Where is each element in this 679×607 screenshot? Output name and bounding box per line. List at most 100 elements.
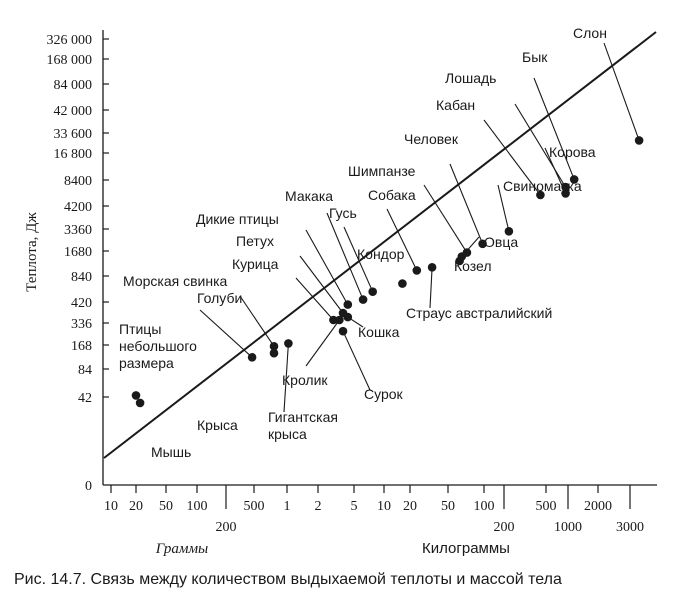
leader-line (497, 184, 510, 232)
leader-line (429, 267, 433, 309)
y-tick-label: 16 800 (54, 147, 93, 162)
point-label: Птицы небольшого размера (119, 321, 197, 371)
leader-line (603, 42, 640, 141)
point-label: Дикие птицы (196, 211, 279, 227)
y-tick-label: 4200 (64, 200, 92, 215)
x-tick-label: 50 (159, 499, 173, 514)
data-point (569, 175, 579, 184)
leader-line (449, 163, 484, 245)
y-axis-ticks: 326 000 168 000 84 000 42 000 33 600 16 800 84… (47, 33, 109, 494)
y-axis-title: Теплота, Дж (24, 212, 40, 292)
data-point (269, 342, 279, 351)
x-tick-label: 2000 (584, 499, 612, 514)
point-label: Гусь (329, 205, 357, 221)
leader-line (514, 103, 567, 188)
data-point (329, 315, 338, 325)
data-point (398, 279, 407, 288)
point-label: Овца (484, 234, 518, 250)
point-label: Свиноматка (503, 178, 582, 194)
point-label: Кролик (282, 372, 328, 388)
x-tick-label: 100 (474, 499, 495, 514)
data-point (478, 239, 487, 249)
point-label: Курица (232, 256, 279, 272)
data-point (561, 182, 570, 192)
leader-line (533, 77, 575, 180)
point-label: Собака (368, 187, 416, 203)
data-point (368, 287, 378, 297)
data-point (247, 353, 257, 362)
point-label: Петух (236, 233, 274, 249)
y-tick-label: 42 (78, 391, 92, 406)
leader-line (305, 229, 349, 305)
x-tick-label: 500 (536, 499, 557, 514)
data-point (427, 263, 437, 272)
x-tick-label: 200 (494, 520, 515, 535)
y-tick-label: 1680 (64, 245, 92, 260)
x-tick-label: 100 (187, 499, 208, 514)
leader-line (343, 226, 374, 292)
figure-caption: Рис. 14.7. Связь между количеством выдых… (14, 571, 562, 588)
y-tick-label: 840 (71, 270, 92, 285)
y-tick-label: 168 (71, 339, 92, 354)
leader-line (423, 184, 468, 253)
y-tick-label: 84 (78, 363, 92, 378)
leader-line (299, 255, 344, 314)
label-leader-lines (199, 42, 640, 413)
x-tick-label: 200 (216, 520, 237, 535)
point-label: Корова (549, 144, 596, 160)
y-tick-label: 336 (71, 317, 92, 332)
point-label: Мышь (151, 444, 191, 460)
data-point (131, 391, 141, 400)
point-label: Лошадь (445, 70, 496, 86)
y-tick-label: 33 600 (54, 127, 93, 142)
point-labels: Мышь Птицы небольшого размера Крыса ГолубиМор… (119, 25, 607, 460)
leader-line (483, 119, 541, 196)
point-label: Голуби (197, 290, 242, 306)
leader-line (295, 277, 334, 321)
point-label: Козел (454, 258, 492, 274)
x-tick-label: 3000 (616, 520, 644, 535)
point-label: Кошка (358, 324, 400, 340)
data-point (412, 266, 422, 275)
x-tick-label: 2 (315, 499, 322, 514)
trend-line (103, 31, 657, 459)
data-points (131, 136, 644, 408)
x-tick-label: 1000 (554, 520, 582, 535)
x-unit-grams: Граммы (155, 541, 208, 557)
point-label: Макака (285, 188, 333, 204)
point-label: Кондор (357, 246, 405, 262)
x-tick-label: 10 (377, 499, 391, 514)
data-point (335, 315, 344, 325)
data-point (269, 348, 279, 358)
x-unit-kilograms: Килограммы (422, 540, 510, 557)
x-tick-label: 10 (104, 499, 118, 514)
point-label: Бык (522, 49, 548, 65)
x-tick-label: 5 (351, 499, 358, 514)
y-tick-label: 168 000 (47, 53, 93, 68)
point-label: Шимпанзе (348, 163, 416, 179)
data-point (135, 398, 145, 408)
y-tick-label: 0 (85, 479, 92, 494)
leader-line (342, 330, 371, 391)
data-point (284, 339, 293, 348)
data-point (338, 326, 348, 336)
leader-line (283, 343, 289, 413)
x-tick-label: 20 (129, 499, 143, 514)
y-tick-label: 84 000 (54, 78, 93, 93)
point-label: Страус австралийский (406, 305, 552, 321)
point-label: Крыса (197, 417, 238, 433)
point-label: Сурок (364, 386, 404, 402)
point-label: Кабан (436, 97, 475, 113)
x-tick-label: 1 (284, 499, 291, 514)
point-label: Слон (573, 25, 607, 41)
leader-line (199, 309, 253, 358)
y-tick-label: 8400 (64, 174, 92, 189)
data-point (343, 312, 353, 322)
y-tick-label: 326 000 (47, 33, 93, 48)
x-tick-label: 500 (244, 499, 265, 514)
point-label: Человек (404, 131, 459, 147)
data-point (536, 190, 545, 200)
data-point (504, 227, 514, 236)
data-point (343, 300, 353, 309)
